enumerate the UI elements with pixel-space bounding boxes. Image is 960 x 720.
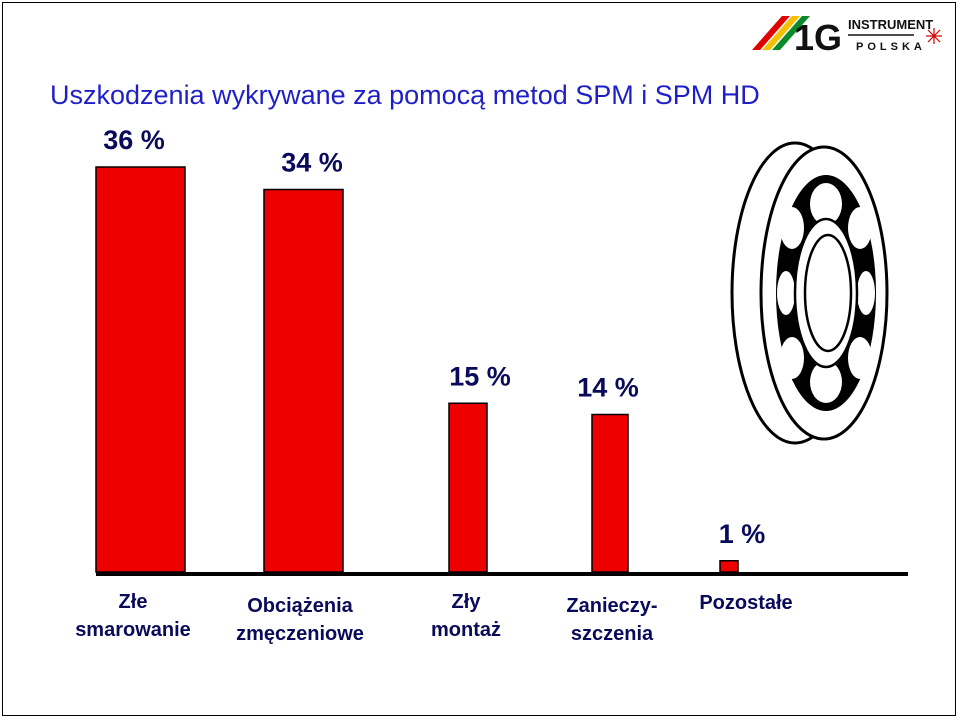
bar-4 — [719, 560, 739, 573]
bar-3 — [591, 413, 629, 573]
logo-word-polska: POLSKA — [856, 41, 926, 53]
bearing-illustration — [730, 141, 889, 445]
bar-0 — [95, 166, 186, 573]
category-label-1-0: Obciążenia — [247, 595, 353, 617]
company-logo: 1G INSTRUMENT POLSKA — [752, 16, 942, 58]
bar-1 — [263, 188, 344, 573]
value-label-2: 15 % — [449, 361, 511, 391]
bar-2 — [448, 402, 488, 573]
value-label-3: 14 % — [577, 373, 639, 403]
value-label-1: 34 % — [281, 148, 343, 178]
category-label-0-1: smarowanie — [75, 619, 191, 641]
category-label-0-0: Złe — [119, 591, 148, 613]
category-label-3-0: Zanieczy- — [566, 595, 657, 617]
category-label-2-1: montaż — [431, 619, 501, 641]
category-label-1-1: zmęczeniowe — [236, 623, 364, 645]
category-label-3-1: szczenia — [571, 623, 654, 645]
value-label-4: 1 % — [719, 519, 766, 549]
category-label-4-0: Pozostałe — [699, 592, 792, 614]
category-label-2-0: Zły — [452, 591, 482, 613]
value-label-0: 36 % — [103, 125, 165, 155]
star-icon — [926, 28, 942, 44]
logo-mark: 1G — [794, 17, 842, 58]
logo-word-instrument: INSTRUMENT — [848, 17, 933, 32]
slide-title: Uszkodzenia wykrywane za pomocą metod SP… — [50, 80, 760, 110]
